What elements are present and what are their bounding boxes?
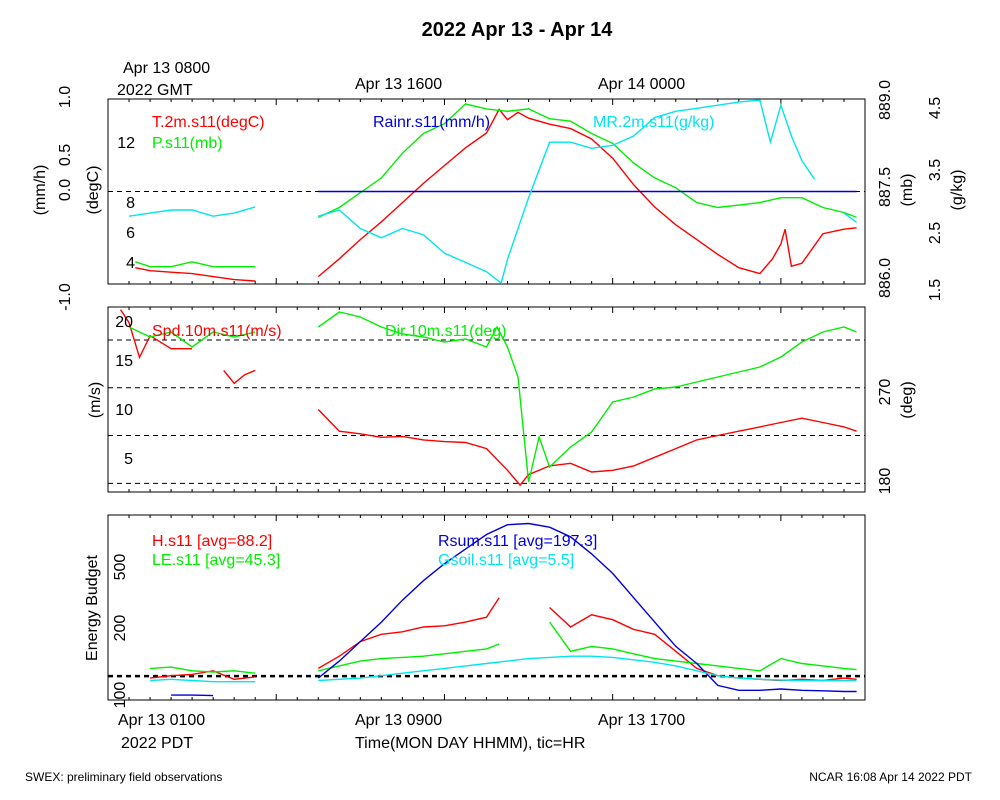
legend-entry: H.s11 [avg=88.2] (152, 533, 272, 550)
y-tick-label-mr: 2.5 (927, 222, 944, 244)
panel-1 (107, 98, 866, 285)
chart-title: 2022 Apr 13 - Apr 14 (422, 19, 614, 41)
plot-area: (mm/h) -1.0 0.0 0.5 1.0 (degC) 4 6 8 12 (mb) 886.0 8… (32, 80, 966, 708)
series-line-le (549, 621, 857, 672)
panel-3 (107, 514, 866, 701)
series-line-h (150, 670, 256, 681)
y-tick-label-spd: 20 (115, 314, 133, 331)
axis-label-pres: (mb) (899, 174, 916, 207)
y-tick-label-pres: 889.0 (877, 80, 894, 120)
y-tick-label-temp: 12 (117, 135, 135, 152)
y-tick-label-energy: 500 (112, 554, 129, 581)
series-line-le (318, 643, 500, 672)
series-line-mr (843, 212, 858, 223)
series-line-rsum (171, 694, 214, 697)
footer-left: SWEX: preliminary field observations (25, 770, 222, 784)
y-tick-label-energy: 200 (112, 615, 129, 642)
axis-label-energy: Energy Budget (84, 555, 101, 661)
y-tick-label-spd: 15 (115, 353, 133, 370)
series-line-h (317, 597, 500, 670)
y-tick-label-temp: 6 (126, 225, 135, 242)
series-line-gsoil (150, 678, 256, 683)
legend-entry: T.2m.s11(degC) (152, 114, 265, 131)
bottom-time-label-mid: Apr 13 0900 (355, 712, 442, 729)
y-tick-label-dir: 270 (877, 379, 894, 406)
series-line-spd (223, 369, 256, 385)
series-line-mr (128, 206, 256, 217)
y-tick-label-temp: 4 (126, 255, 135, 272)
series-line-p (135, 261, 256, 268)
top-time-label-year: 2022 GMT (117, 82, 193, 99)
y-tick-label-mr: 4.5 (927, 97, 944, 119)
y-tick-label-rain: 1.0 (57, 86, 74, 108)
y-tick-label-rain: 0.0 (57, 179, 74, 201)
x-axis-label: Time(MON DAY HHMM), tic=HR (355, 735, 585, 752)
top-time-label-mid: Apr 13 1600 (355, 76, 442, 93)
y-tick-label-mr: 3.5 (927, 159, 944, 181)
legend-entry: Spd.10m.s11(m/s) (152, 323, 282, 340)
y-tick-label-rain: -1.0 (57, 283, 74, 311)
y-tick-label-spd: 10 (115, 402, 133, 419)
footer-right: NCAR 16:08 Apr 14 2022 PDT (809, 770, 972, 784)
y-tick-label-rain: 0.5 (57, 144, 74, 166)
y-tick-label-dir: 180 (877, 468, 894, 495)
bottom-time-label-start: Apr 13 0100 (118, 712, 205, 729)
legend-entry: MR.2m.s11(g/kg) (593, 114, 715, 131)
top-time-label-end: Apr 14 0000 (598, 76, 685, 93)
bottom-time-label-end: Apr 13 1700 (598, 712, 685, 729)
legend-entry: Dir.10m.s11(deg) (385, 323, 507, 340)
series-line-p (318, 103, 857, 219)
y-tick-label-pres: 886.0 (877, 258, 894, 298)
y-tick-label-mr: 1.5 (927, 279, 944, 301)
legend-entry: P.s11(mb) (152, 135, 223, 152)
series-line-dir (317, 311, 857, 483)
series-line-mr (318, 99, 816, 285)
legend-entry: Rainr.s11(mm/h) (373, 114, 490, 131)
y-tick-label-spd: 5 (124, 451, 133, 468)
legend-entry: Gsoil.s11 [avg=5.5] (438, 552, 574, 569)
legend-entry: Rsum.s11 [avg=197.3] (438, 533, 597, 550)
y-tick-label-pres: 887.5 (877, 167, 894, 207)
axis-label-temp: (degC) (85, 166, 102, 215)
series-line-spd (120, 309, 193, 360)
series-line-t (317, 108, 857, 278)
series-line-spd (317, 409, 857, 487)
top-time-label-start: Apr 13 0800 (123, 60, 210, 77)
legend-entry: LE.s11 [avg=45.3] (152, 552, 280, 569)
axis-label-rain: (mm/h) (32, 165, 49, 216)
axis-label-dir: (deg) (899, 381, 916, 418)
y-tick-label-temp: 8 (126, 195, 135, 212)
axis-label-mr: (g/kg) (949, 170, 966, 211)
panel-2 (107, 306, 866, 493)
series-line-dir (128, 326, 256, 348)
series-line-rsum (317, 522, 857, 693)
y-tick-label-energy: 100 (112, 682, 129, 709)
series-line-le (150, 666, 256, 674)
axis-label-spd: (m/s) (87, 382, 104, 418)
bottom-time-label-year: 2022 PDT (121, 735, 193, 752)
series-line-t (135, 267, 256, 282)
series-line-gsoil (318, 655, 857, 682)
